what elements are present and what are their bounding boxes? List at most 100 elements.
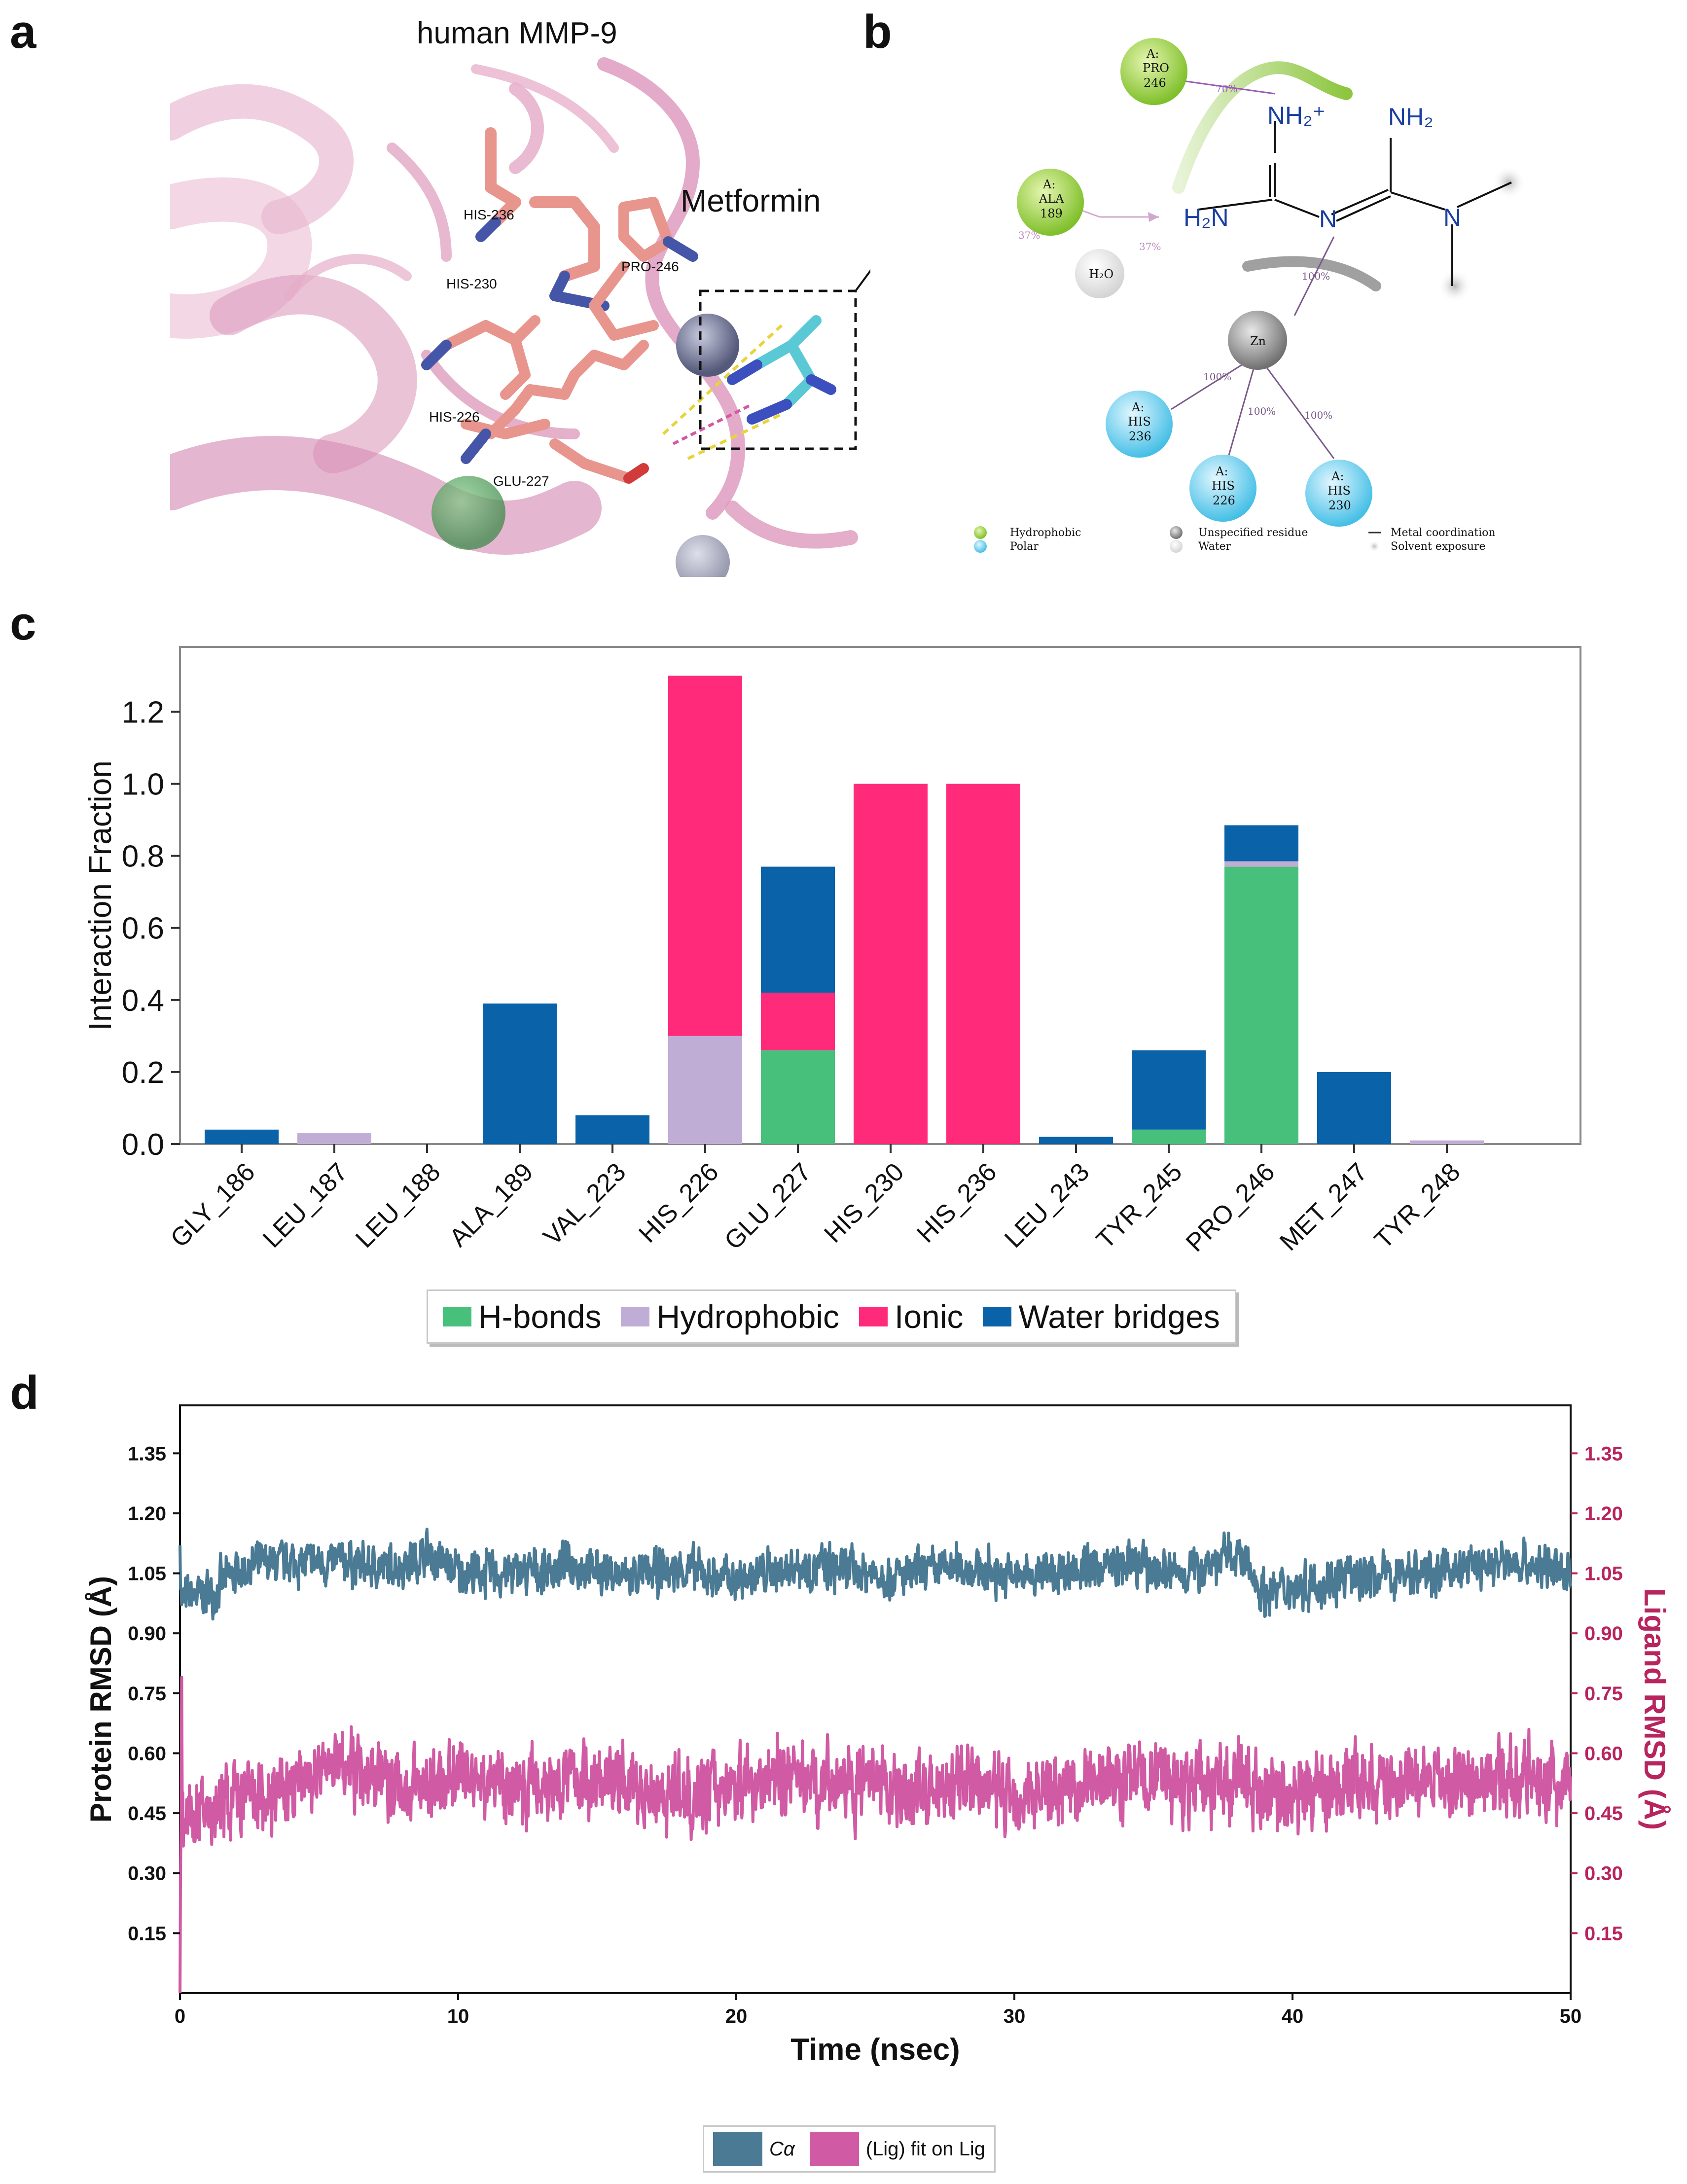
pct-zn-230: 100% <box>1304 409 1333 421</box>
legend-c-ionic-label: Ionic <box>895 1298 964 1335</box>
bar-hydrophobic-tyr_248 <box>1410 1140 1484 1144</box>
legend-b-water: Water <box>1198 540 1231 553</box>
legend-c-water: Water bridges <box>983 1298 1220 1335</box>
node-pro246-num: 246 <box>1144 76 1166 90</box>
bar-h-bonds-tyr_245 <box>1132 1129 1206 1144</box>
y-tick-label-right-d: 1.35 <box>1584 1443 1623 1465</box>
x-tick-label-c: TYR_245 <box>1091 1157 1187 1254</box>
node-zinc-circle <box>1228 311 1287 370</box>
y-tick-label-right-d: 0.60 <box>1584 1743 1623 1764</box>
rmsd-chart: 0.15 0.15 0.30 0.30 0.45 0.45 0.60 0.60 0.75 0.75… <box>84 1404 1671 2067</box>
y-tick-label-right-d: 0.45 <box>1584 1803 1623 1825</box>
pct-zn-lig: 100% <box>1302 270 1330 282</box>
atom-nh2: NH₂ <box>1388 103 1434 131</box>
atom-h2n: H₂N <box>1184 204 1229 231</box>
x-tick-label-c: VAL_223 <box>538 1157 632 1251</box>
legend-c-hbonds-swatch <box>443 1307 471 1326</box>
node-his230-num: 230 <box>1328 499 1351 512</box>
node-ala189-circle <box>1017 169 1084 236</box>
y-axis-label-right-d: Ligand RMSD (Å) <box>1638 1588 1671 1830</box>
legend-d-lig-label: (Lig) fit on Lig <box>865 2138 986 2160</box>
node-his226-chain: A: <box>1216 465 1228 478</box>
panel-a: human MMP-9 Metformin HIS-236 PRO-246 HI… <box>143 0 911 589</box>
bar-ionic-glu_227 <box>761 993 835 1051</box>
plot-frame-d <box>179 1404 1572 1994</box>
node-his230-circle <box>1305 460 1372 527</box>
y-tick-label-c: 0.4 <box>122 984 164 1018</box>
bar-water-bridges-ala_189 <box>483 1003 557 1144</box>
x-tick-label-d: 30 <box>1004 2005 1026 2027</box>
legend-c-hydrophobic: Hydrophobic <box>621 1298 839 1335</box>
panel-c-legend: H-bonds Hydrophobic Ionic Water bridges <box>427 1289 1236 1344</box>
pct-water-ala: 37% <box>1018 229 1041 241</box>
bar-h-bonds-pro_246 <box>1224 866 1298 1144</box>
node-his226-num: 226 <box>1213 494 1235 507</box>
pct-pro: 70% <box>1216 83 1238 95</box>
legend-c-hydrophobic-swatch <box>621 1307 650 1326</box>
bar-water-bridges-pro_246 <box>1224 825 1298 861</box>
y-tick-label-left-d: 0.45 <box>128 1803 166 1825</box>
residue-label-his230: HIS-230 <box>446 276 497 291</box>
x-tick-label-c: GLY_186 <box>165 1157 261 1253</box>
legend-c-water-swatch <box>983 1307 1012 1326</box>
y-tick-label-left-d: 0.90 <box>128 1623 166 1645</box>
legend-c-ionic-swatch <box>859 1307 888 1326</box>
y-tick-label-right-d: 1.05 <box>1584 1563 1623 1585</box>
node-his236-chain: A: <box>1132 400 1145 414</box>
pct-water-lig: 37% <box>1139 241 1161 252</box>
legend-b-unspecified: Unspecified residue <box>1198 527 1308 539</box>
bar-water-bridges-leu_243 <box>1039 1137 1113 1144</box>
legend-d-lig: (Lig) fit on Lig <box>809 2132 986 2166</box>
bar-hydrophobic-leu_187 <box>297 1133 371 1144</box>
panel-a-title: human MMP-9 <box>417 16 617 50</box>
y-tick-label-left-d: 0.30 <box>128 1863 166 1885</box>
x-tick-label-c: HIS_226 <box>633 1157 724 1248</box>
y-tick-label-right-d: 0.90 <box>1584 1623 1623 1645</box>
y-tick-label-c: 1.0 <box>122 768 164 802</box>
metformin-label: Metformin <box>681 183 821 218</box>
x-tick-label-c: MET_247 <box>1274 1157 1373 1256</box>
legend-b-solvent: Solvent exposure <box>1391 540 1486 553</box>
x-tick-label-c: GLU_227 <box>719 1157 817 1255</box>
y-axis-label-left-d: Protein RMSD (Å) <box>84 1576 117 1823</box>
x-tick-label-c: HIS_230 <box>819 1157 909 1248</box>
bar-water-bridges-glu_227 <box>761 866 835 993</box>
panel-label-b: b <box>863 5 892 58</box>
y-tick-label-c: 1.2 <box>122 695 164 729</box>
bar-water-bridges-met_247 <box>1317 1072 1391 1144</box>
y-tick-label-right-d: 1.20 <box>1584 1503 1623 1525</box>
node-pro246-circle <box>1120 38 1187 105</box>
x-tick-label-d: 20 <box>725 2005 748 2027</box>
bar-h-bonds-glu_227 <box>761 1050 835 1144</box>
x-tick-label-d: 0 <box>175 2005 185 2027</box>
node-water-circle <box>1075 249 1124 298</box>
legend-d-lig-swatch <box>809 2132 859 2166</box>
node-his230-chain: A: <box>1331 469 1344 483</box>
legend-b-metal: Metal coordination <box>1391 527 1496 539</box>
panel-label-d: d <box>10 1366 39 1419</box>
series-line-ligand <box>179 1676 1572 1994</box>
pct-zn-236: 100% <box>1203 371 1232 383</box>
node-his230-name: HIS <box>1328 484 1351 498</box>
y-tick-label-c: 0.6 <box>122 912 164 946</box>
y-tick-label-left-d: 1.35 <box>128 1443 166 1465</box>
panel-d-legend: Cα (Lig) fit on Lig <box>703 2125 996 2173</box>
atom-nh2-plus: NH₂⁺ <box>1267 102 1326 129</box>
x-tick-label-d: 40 <box>1282 2005 1304 2027</box>
legend-b-hydrophobic: Hydrophobic <box>1010 527 1081 539</box>
node-his236-name: HIS <box>1128 415 1151 429</box>
y-tick-label-c: 0.2 <box>122 1056 164 1090</box>
x-tick-label-d: 10 <box>447 2005 469 2027</box>
node-his236-num: 236 <box>1129 430 1151 443</box>
y-tick-label-left-d: 1.20 <box>128 1503 166 1525</box>
panel-c: 0.0 0.2 0.4 0.6 0.8 1.0 1.2 Interaction Fractio… <box>0 636 1687 1351</box>
y-tick-label-c: 0.0 <box>122 1128 164 1162</box>
legend-d-ca-swatch <box>713 2132 762 2166</box>
bar-ionic-his_226 <box>668 676 742 1036</box>
atom-n2: N <box>1443 204 1462 231</box>
bar-ionic-his_236 <box>946 784 1020 1144</box>
x-tick-label-c: TYR_248 <box>1369 1157 1466 1254</box>
y-tick-label-right-d: 0.75 <box>1584 1683 1623 1705</box>
series-line-ca <box>179 1527 1572 1621</box>
